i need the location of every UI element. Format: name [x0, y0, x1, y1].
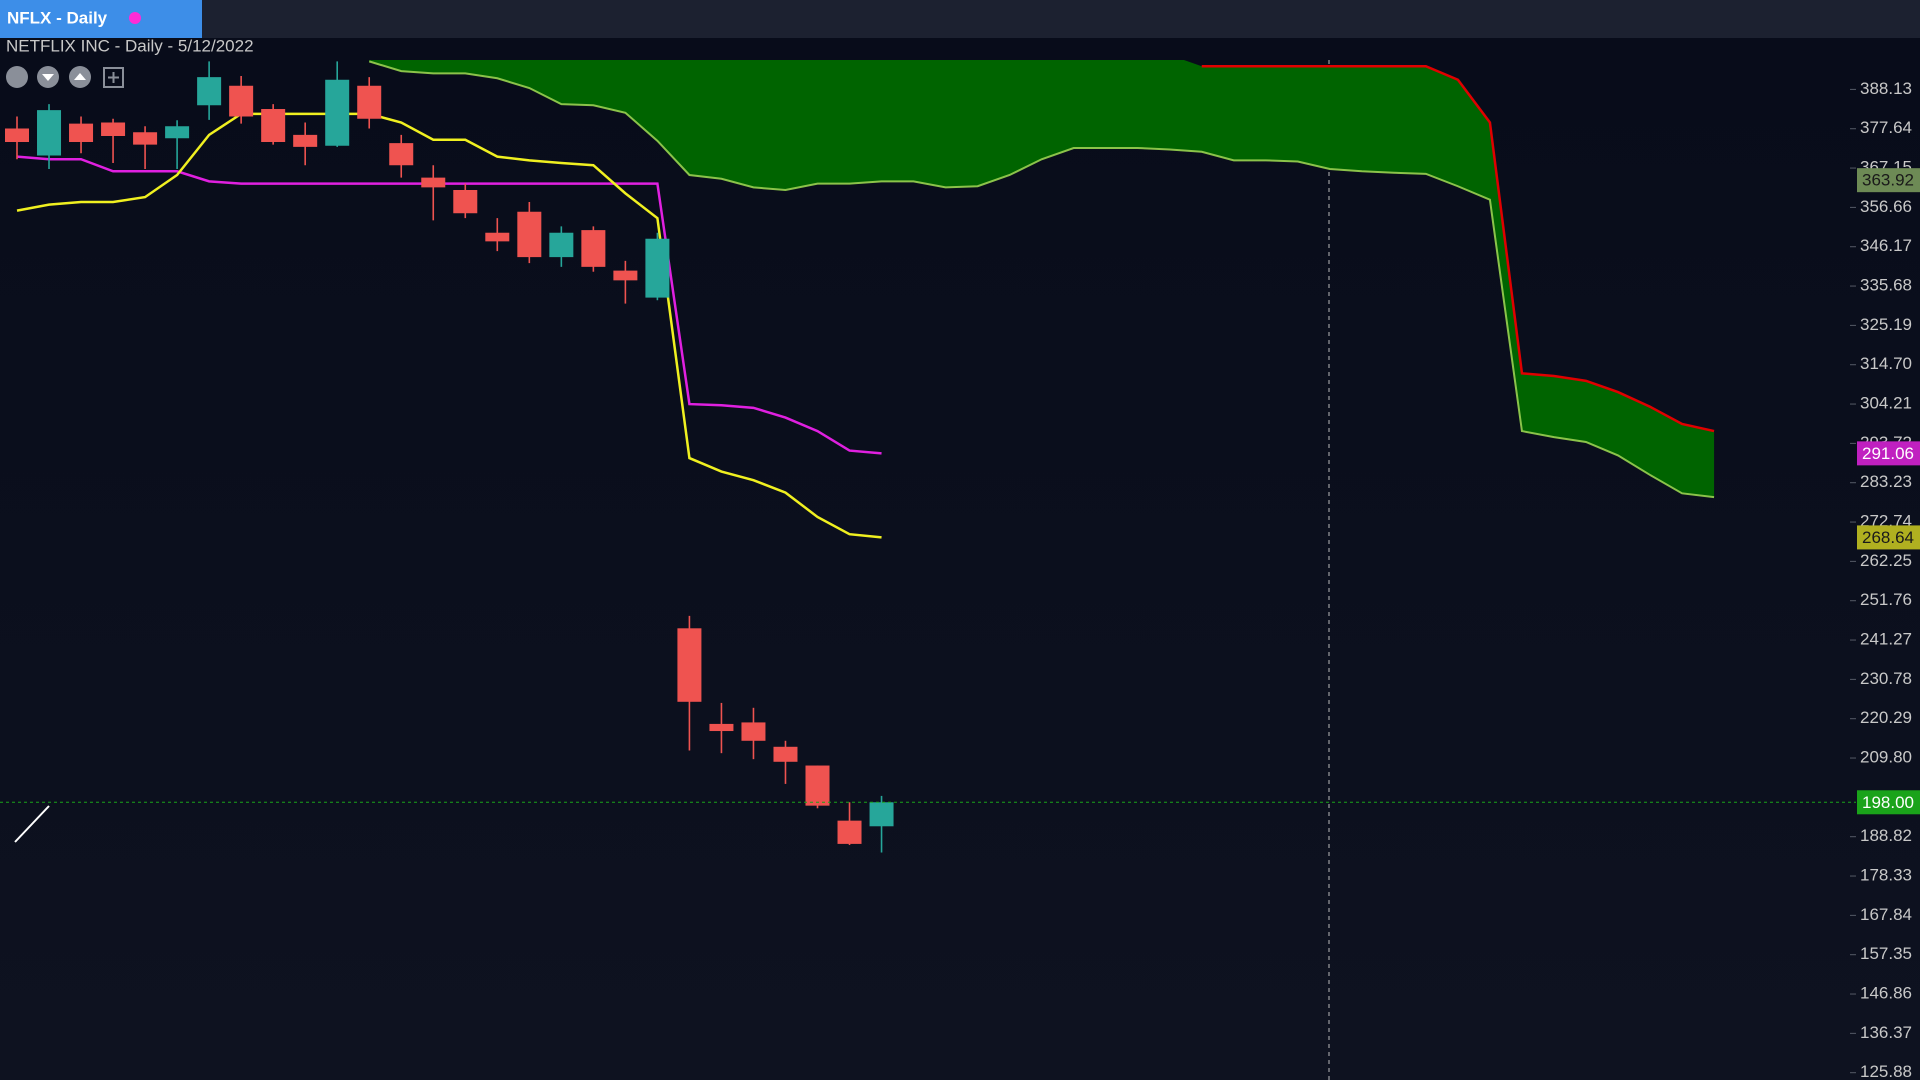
tab-dot [129, 12, 141, 24]
y-tick-label: 262.25 [1860, 551, 1912, 570]
y-tick-label: 209.80 [1860, 748, 1912, 767]
price-badge [1857, 525, 1920, 550]
price-badge [1857, 441, 1920, 466]
candle-body [485, 232, 510, 242]
candle-body [549, 232, 574, 258]
top-bar [0, 0, 1920, 38]
candle-body [869, 802, 894, 827]
y-tick-label: 283.23 [1860, 472, 1912, 491]
tool-button[interactable] [6, 66, 28, 88]
candle-body [165, 126, 190, 139]
candle-body [805, 765, 830, 806]
candle-body [133, 132, 158, 145]
candle-body [389, 143, 414, 166]
y-tick-label: 230.78 [1860, 669, 1912, 688]
candle-body [581, 230, 606, 267]
candle-body [741, 722, 766, 741]
candle-body [261, 109, 286, 143]
candle-body [5, 128, 29, 143]
candle-body [613, 270, 638, 281]
candle-body [773, 746, 798, 762]
indicator-line [16, 112, 882, 539]
y-tick-label: 346.17 [1860, 236, 1912, 255]
plot [5, 60, 1715, 853]
price-badge-label: 291.06 [1862, 444, 1914, 463]
candle-body [229, 85, 254, 117]
candle-body [837, 820, 862, 844]
candle-body [37, 110, 62, 156]
y-tick-label: 356.66 [1860, 197, 1912, 216]
candle-body [517, 211, 542, 258]
plot-background [0, 38, 1920, 1080]
y-tick-label: 220.29 [1860, 708, 1912, 727]
tool-icon [74, 73, 86, 80]
y-tick-label: 188.82 [1860, 826, 1912, 845]
price-badge-label: 363.92 [1862, 171, 1914, 190]
cloud-fill [369, 60, 1715, 498]
y-tick-label: 325.19 [1860, 315, 1912, 334]
price-badge [1857, 168, 1920, 193]
drawing-tool-line [14, 805, 50, 843]
candle-body [69, 123, 94, 143]
tool-icon [42, 74, 54, 81]
candle-body [421, 177, 446, 188]
indicator-line [16, 155, 882, 455]
toolbar [6, 66, 124, 88]
symbol-tab[interactable] [0, 0, 202, 38]
tab-label: NFLX - Daily [7, 8, 108, 27]
candle-body [101, 122, 126, 137]
y-tick-label: 304.21 [1860, 394, 1912, 413]
tool-icon [108, 72, 119, 83]
tool-button[interactable] [103, 67, 124, 88]
y-tick-label: 251.76 [1860, 590, 1912, 609]
cloud-span-b [1201, 65, 1715, 433]
y-tick-label: 377.64 [1860, 118, 1912, 137]
candle-body [645, 238, 670, 298]
candle-body [293, 134, 318, 147]
y-tick-label: 241.27 [1860, 630, 1912, 649]
y-tick-label: 157.35 [1860, 944, 1912, 963]
candle-body [197, 77, 222, 106]
candle-body [453, 189, 478, 214]
y-tick-label: 314.70 [1860, 354, 1912, 373]
cloud-span-a [368, 60, 1715, 499]
y-tick-label: 146.86 [1860, 984, 1912, 1003]
y-tick-label: 388.13 [1860, 79, 1912, 98]
candle-body [325, 79, 350, 146]
price-badge-label: 198.00 [1862, 793, 1914, 812]
candle-body [357, 85, 382, 119]
candle-body [709, 723, 734, 732]
y-tick-label: 335.68 [1860, 276, 1912, 295]
y-tick-label: 136.37 [1860, 1023, 1912, 1042]
y-tick-label: 167.84 [1860, 905, 1912, 924]
chart-title: NETFLIX INC - Daily - 5/12/2022 [6, 36, 254, 55]
candle-body [677, 628, 702, 702]
y-tick-label: 125.88 [1860, 1062, 1912, 1080]
y-tick-label: 178.33 [1860, 866, 1912, 885]
price-badge-label: 268.64 [1862, 528, 1914, 547]
price-badge [1857, 790, 1920, 815]
